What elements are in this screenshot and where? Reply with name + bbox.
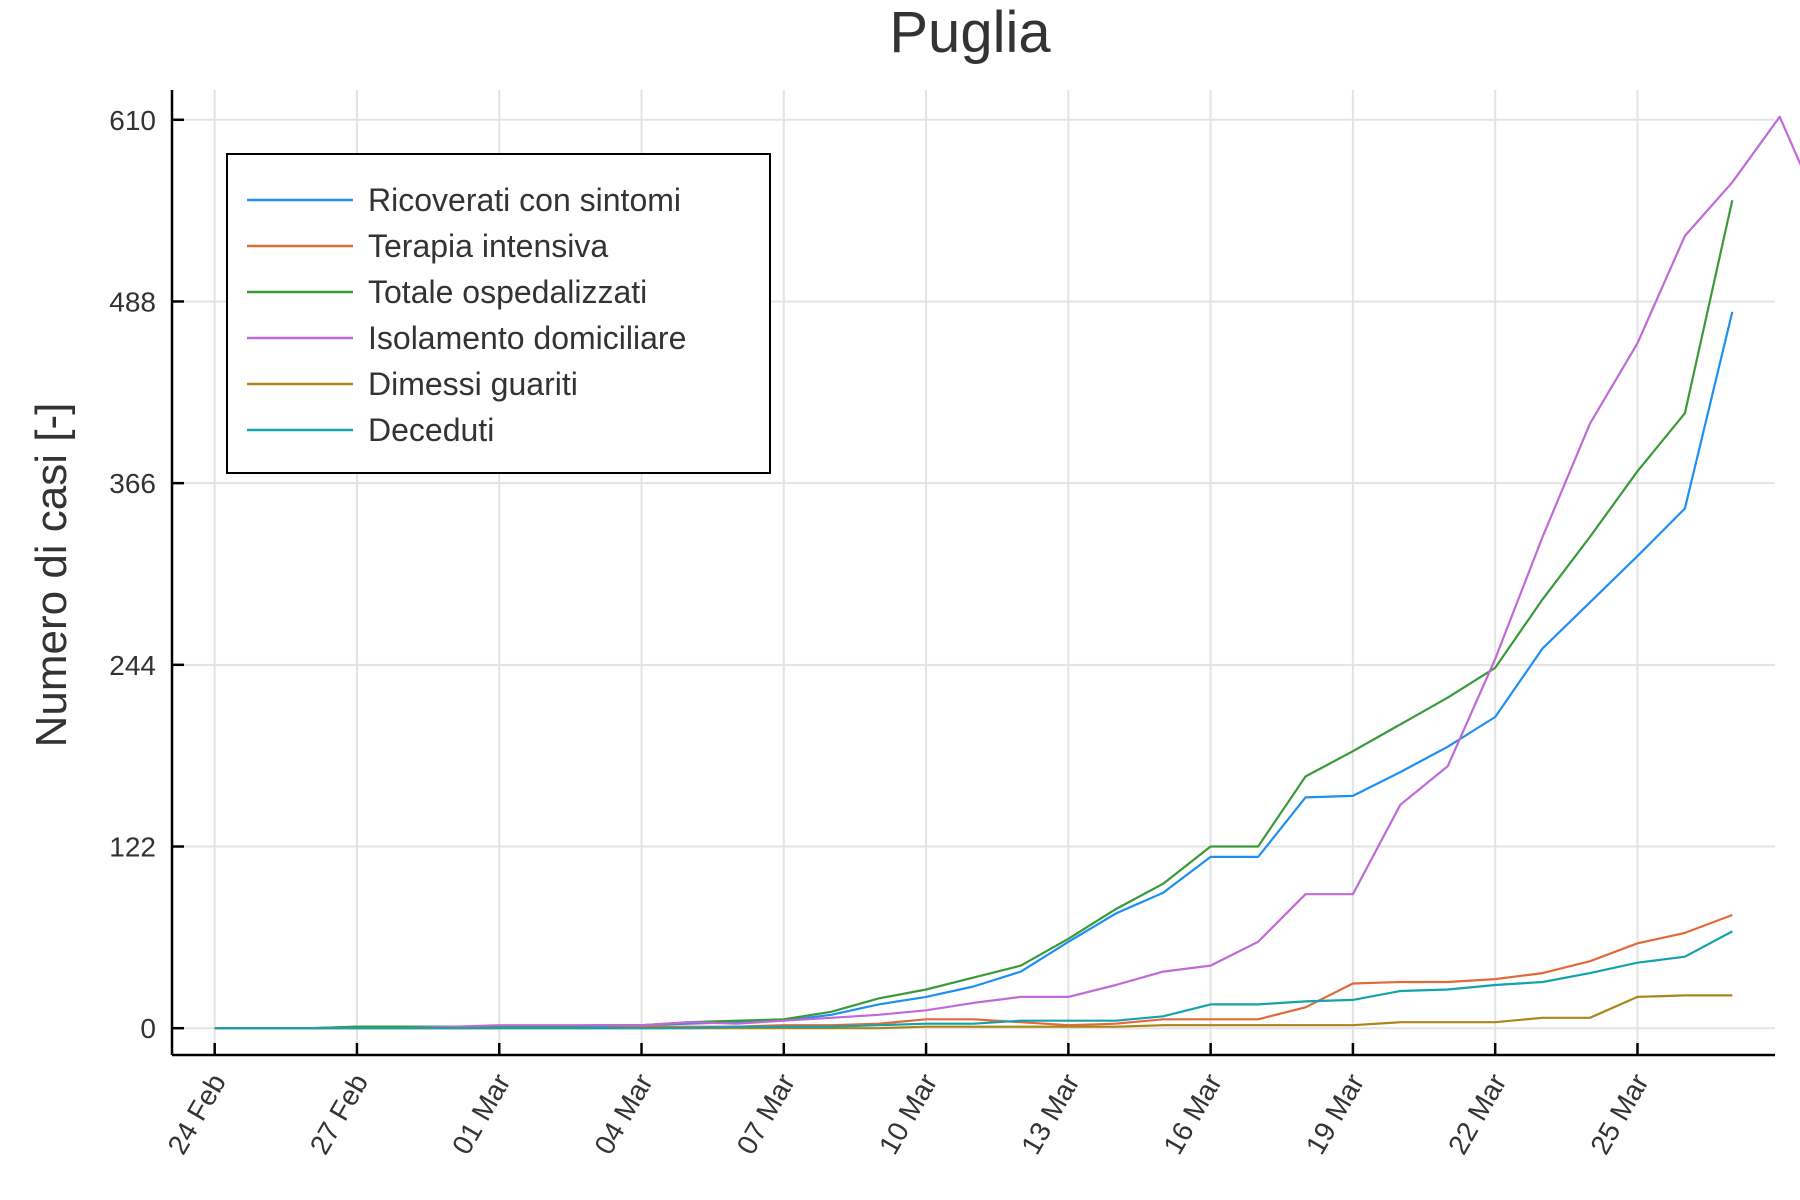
x-tick-label: 24 Feb (161, 1069, 231, 1160)
x-tick-label: 16 Mar (1157, 1069, 1227, 1160)
x-tick-label: 04 Mar (588, 1069, 658, 1160)
legend: Ricoverati con sintomi Terapia intensiva T… (226, 153, 771, 474)
x-tick-labels: 24 Feb 27 Feb 01 Mar 04 Mar 07 Mar 10 Mar 13 M… (161, 1069, 1654, 1160)
y-tick-label: 0 (140, 1013, 156, 1044)
x-tick-label: 27 Feb (304, 1069, 374, 1160)
plot-series (214, 115, 1800, 1030)
x-tick-label: 01 Mar (446, 1069, 516, 1160)
series-line-terapia-intensiva (214, 913, 1733, 1030)
legend-label: Isolamento domiciliare (368, 320, 686, 356)
x-tick-label: 10 Mar (873, 1069, 943, 1160)
x-tick-label: 13 Mar (1015, 1069, 1085, 1160)
legend-box (226, 153, 771, 474)
y-tick-label: 122 (109, 832, 156, 863)
y-tick-label: 244 (109, 650, 156, 681)
y-axis-label: Numero di casi [-] (27, 403, 76, 748)
series-line-isolamento-domiciliare (214, 115, 1800, 1030)
y-tick-label: 366 (109, 468, 156, 499)
legend-label: Terapia intensiva (368, 228, 608, 264)
grid-lines (172, 90, 1775, 1055)
series-line-deceduti (214, 930, 1733, 1030)
x-tick-label: 19 Mar (1300, 1069, 1370, 1160)
legend-label: Totale ospedalizzati (368, 274, 647, 310)
legend-label: Deceduti (368, 412, 494, 448)
chart-title: Puglia (889, 0, 1051, 65)
legend-label: Dimessi guariti (368, 366, 578, 402)
x-tick-label: 22 Mar (1442, 1069, 1512, 1160)
x-tick-label: 07 Mar (731, 1069, 801, 1160)
y-tick-label: 488 (109, 286, 156, 317)
axes (170, 90, 1775, 1057)
legend-label: Ricoverati con sintomi (368, 182, 681, 218)
y-tick-labels: 0 122 244 366 488 610 (109, 105, 156, 1044)
y-tick-label: 610 (109, 105, 156, 136)
x-tick-label: 25 Mar (1584, 1069, 1654, 1160)
